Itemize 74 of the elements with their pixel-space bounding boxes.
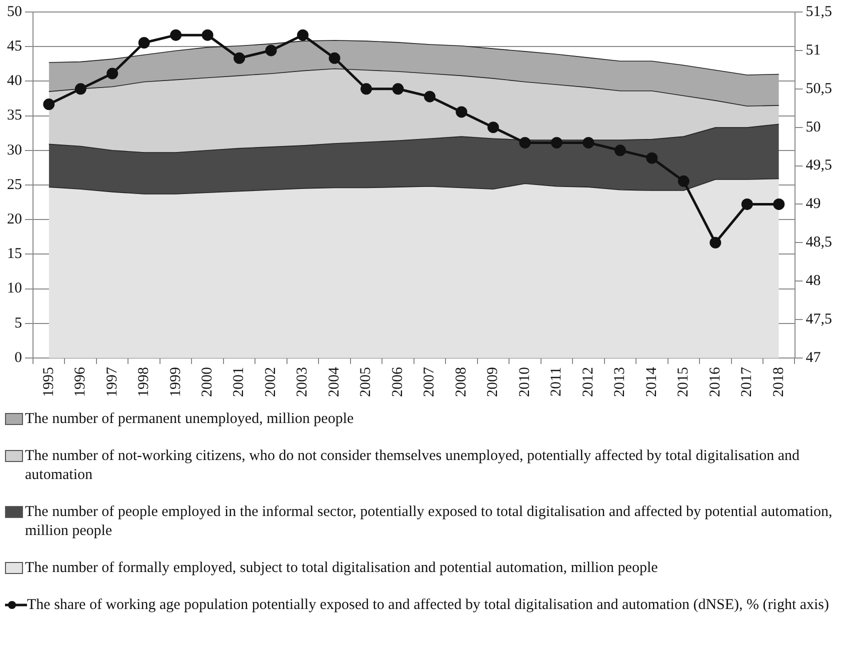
point	[392, 83, 404, 95]
point	[710, 236, 722, 248]
y2-tick-label: 49	[806, 196, 821, 212]
y-tick-label: 25	[7, 176, 22, 193]
x-tick-label: 1998	[136, 367, 152, 397]
point	[582, 136, 594, 148]
y-tick-label: 45	[7, 38, 22, 55]
x-tick-label: 2006	[390, 366, 406, 397]
x-tick-label: 2000	[200, 367, 216, 397]
point	[678, 175, 690, 187]
point	[328, 52, 340, 64]
point	[773, 198, 785, 210]
legend-label: The number of permanent unemployed, million people	[25, 410, 354, 429]
y2-tick-label: 51	[806, 42, 821, 58]
y-tick-label: 30	[7, 142, 22, 158]
legend-label: The number of not-working citizens, who do not consider themselves unemployed, potentially affected by total digitalisation and automation	[25, 447, 801, 485]
point	[550, 136, 562, 148]
point	[614, 144, 626, 156]
x-tick-label: 2003	[294, 367, 311, 397]
x-tick-label: 2007	[422, 366, 438, 397]
y-tick-label: 40	[7, 73, 22, 90]
y2-tick-label: 50	[806, 119, 821, 136]
x-tick-label: 1995	[40, 367, 57, 397]
point	[74, 83, 86, 95]
x-tick-label: 2002	[262, 367, 279, 397]
point	[234, 52, 246, 64]
x-tick-label: 2014	[644, 366, 660, 397]
x-tick-label: 1996	[72, 366, 89, 397]
point	[170, 29, 182, 41]
x-tick-label: 1997	[104, 366, 120, 397]
y2-tick-label: 50,5	[806, 80, 832, 97]
x-tick-label: 2013	[612, 367, 628, 397]
y-tick-label: 10	[7, 280, 22, 297]
point	[265, 44, 277, 56]
y-tick-label: 0	[14, 350, 22, 366]
point	[106, 68, 118, 80]
point	[138, 37, 150, 49]
x-tick-label: 2016	[707, 366, 724, 397]
x-tick-label: 1999	[168, 367, 184, 397]
y2-tick-label: 51,5	[806, 4, 832, 20]
x-tick-label: 2005	[358, 367, 374, 397]
point	[297, 29, 309, 41]
point	[43, 98, 55, 110]
legend-label: The number of people employed in the informal sector, potentially exposed to total digitalisation and affected by potential automation, million people	[25, 503, 834, 541]
x-tick-label: 2004	[326, 366, 342, 397]
point	[519, 136, 531, 148]
y-tick-label: 5	[14, 315, 22, 332]
y-tick-label: 15	[7, 246, 22, 262]
y2-tick-label: 48,5	[806, 234, 832, 251]
y-tick-label: 35	[7, 108, 22, 124]
point	[646, 152, 658, 164]
y2-tick-label: 48	[806, 273, 821, 290]
point	[360, 83, 372, 95]
x-tick-label: 2010	[516, 367, 533, 397]
x-tick-label: 2015	[676, 367, 692, 397]
legend-label: The number of formally employed, subject to total digitalisation and potential automation, million people	[25, 559, 658, 578]
x-tick-label: 2017	[739, 366, 756, 397]
point	[424, 90, 436, 102]
point	[741, 198, 753, 210]
x-tick-label: 2001	[231, 367, 248, 397]
x-tick-label: 2011	[548, 367, 565, 396]
y2-tick-label: 47,5	[806, 311, 832, 328]
x-tick-label: 2012	[580, 367, 596, 397]
y2-tick-label: 49,5	[806, 158, 832, 174]
y2-tick-label: 47	[806, 350, 822, 366]
point	[202, 29, 214, 41]
x-tick-label: 2009	[485, 367, 502, 397]
y-tick-label: 50	[7, 4, 22, 20]
x-tick-label: 2008	[453, 367, 470, 397]
point	[456, 106, 468, 118]
x-tick-label: 2018	[770, 367, 787, 397]
legend-label: The share of working age population potentially exposed to and affected by total digitalisation and automation (dNSE), % (right axis)	[27, 596, 830, 615]
point	[487, 122, 499, 134]
y-tick-label: 20	[7, 212, 22, 228]
